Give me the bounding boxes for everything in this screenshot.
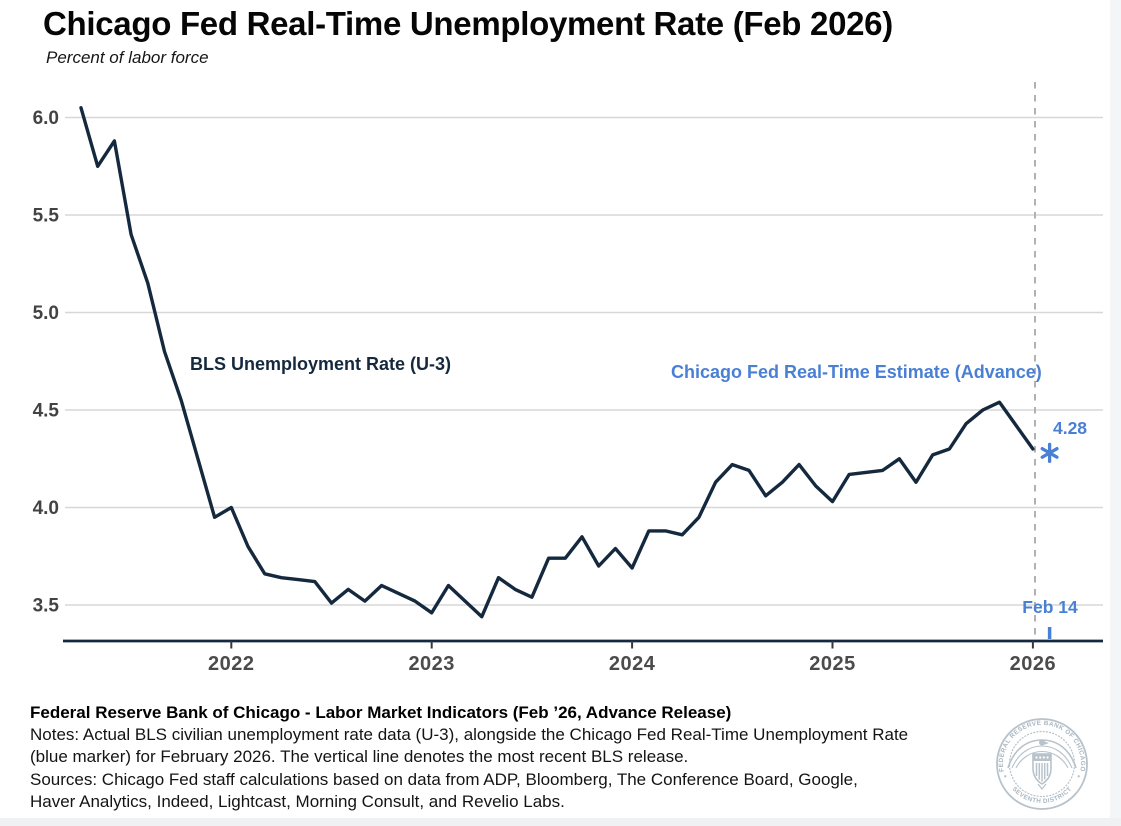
y-tick-label: 5.0	[33, 303, 59, 324]
bls-line	[79, 106, 1035, 619]
page-title: Chicago Fed Real-Time Unemployment Rate …	[43, 5, 893, 42]
bls-series-label: BLS Unemployment Rate (U-3)	[190, 354, 452, 374]
footer-notes-line2: (blue marker) for February 2026. The ver…	[30, 747, 689, 767]
eagle-icon	[1007, 739, 1077, 790]
x-tick-label: 2025	[809, 653, 856, 675]
x-tick-label: 2023	[408, 653, 455, 675]
estimate-series-label: Chicago Fed Real-Time Estimate (Advance)	[671, 362, 1042, 382]
seal-outer-ring	[996, 718, 1088, 810]
estimate-asterisk-marker	[1040, 442, 1059, 464]
window-edge-right	[1110, 0, 1121, 826]
seal-star-left	[1004, 775, 1007, 778]
y-tick-label: 6.0	[33, 108, 59, 129]
footer-sources-line1: Sources: Chicago Fed staff calculations …	[30, 769, 858, 789]
release-date-label: Feb 14	[1022, 597, 1078, 617]
footer-sources-line2: Haver Analytics, Indeed, Lightcast, Morn…	[30, 791, 565, 811]
seal-star-right	[1077, 775, 1080, 778]
footer-heading: Federal Reserve Bank of Chicago - Labor …	[30, 703, 732, 722]
chicago-fed-seal-logo: FEDERAL RESERVE BANK OF CHICAGO SEVENTH …	[996, 718, 1088, 810]
asterisk-spoke	[1040, 446, 1059, 459]
chart-canvas: 3.5 4.0 4.5 5.0 5.5 6.0 2022 2023 2024 2025 2026	[33, 82, 1103, 675]
eagle-shield	[1032, 753, 1052, 785]
window-edge-bottom	[0, 818, 1121, 826]
y-tick-label: 4.0	[33, 498, 59, 519]
y-tick-label: 3.5	[33, 596, 60, 617]
x-tick-label: 2024	[609, 653, 656, 675]
estimate-value-label: 4.28	[1052, 418, 1088, 438]
x-tick-label: 2022	[208, 653, 255, 675]
y-tick-label: 4.5	[33, 401, 60, 422]
y-tick-label: 5.5	[33, 206, 60, 227]
footer-notes: Federal Reserve Bank of Chicago - Labor …	[30, 702, 980, 813]
page-subtitle: Percent of labor force	[46, 48, 209, 67]
footer-notes-line1: Notes: Actual BLS civilian unemployment …	[30, 725, 909, 745]
x-tick-label: 2026	[1010, 653, 1057, 675]
